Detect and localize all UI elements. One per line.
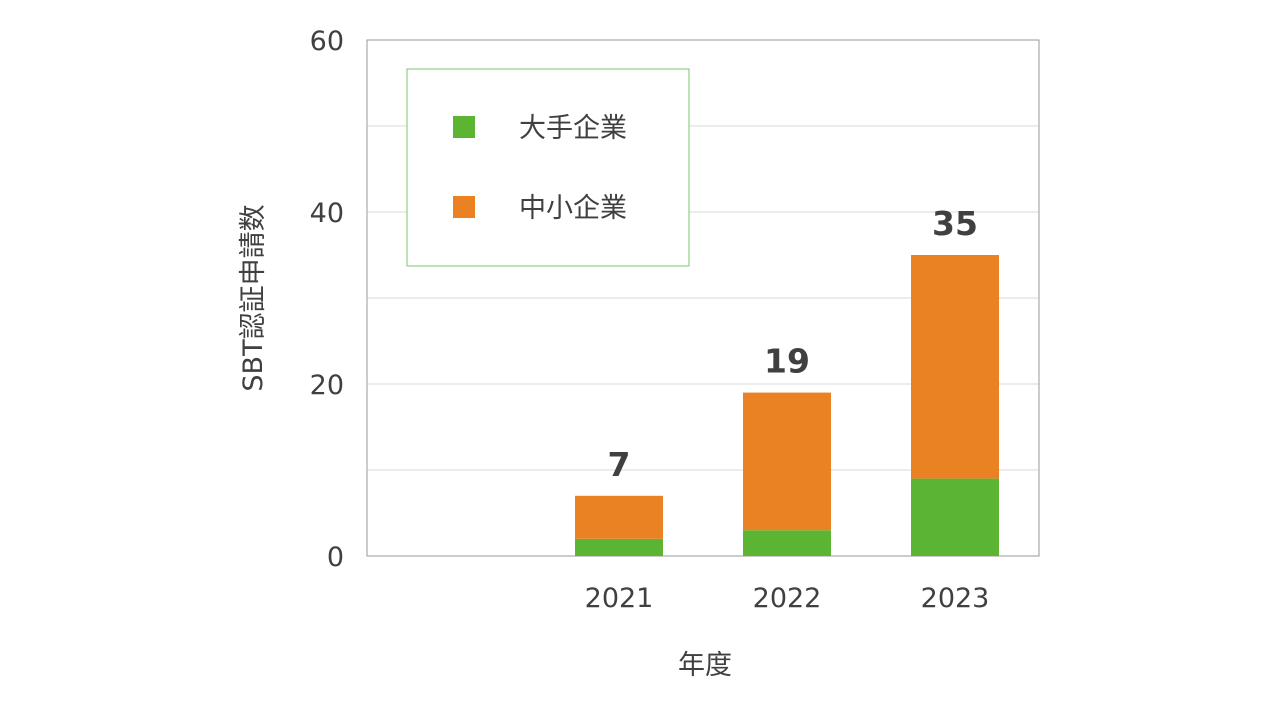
y-axis-title: SBT認証申請数 bbox=[238, 204, 269, 391]
legend-label-smes: 中小企業 bbox=[519, 193, 627, 224]
bars bbox=[575, 255, 999, 556]
legend: 大手企業 中小企業 bbox=[406, 68, 690, 267]
total-label-2021: 7 bbox=[608, 445, 631, 484]
legend-label-large-companies: 大手企業 bbox=[519, 113, 627, 144]
y-tick-label-40: 40 bbox=[310, 198, 344, 229]
total-labels: 7 19 35 bbox=[608, 204, 978, 484]
legend-swatch-smes bbox=[453, 196, 475, 218]
plot-area-frame bbox=[366, 39, 1040, 557]
x-tick-label-2023: 2023 bbox=[921, 583, 990, 614]
x-tick-label-2022: 2022 bbox=[753, 583, 822, 614]
x-axis-ticks: 2021 2022 2023 bbox=[585, 583, 990, 614]
y-axis-ticks: 0 20 40 60 bbox=[310, 26, 344, 573]
bar-2021-series-1 bbox=[575, 495, 663, 539]
total-label-2022: 19 bbox=[764, 342, 810, 381]
bar-2023-series-1 bbox=[911, 255, 999, 479]
x-axis-title: 年度 bbox=[678, 650, 732, 681]
total-label-2023: 35 bbox=[932, 204, 978, 243]
bar-2022-series-1 bbox=[743, 392, 831, 531]
y-tick-label-60: 60 bbox=[310, 26, 344, 57]
bar-2021-series-0 bbox=[575, 538, 663, 556]
legend-box bbox=[406, 68, 690, 267]
x-tick-label-2021: 2021 bbox=[585, 583, 654, 614]
legend-swatch-large-companies bbox=[453, 116, 475, 138]
y-tick-label-20: 20 bbox=[310, 370, 344, 401]
bar-2022-series-0 bbox=[743, 530, 831, 556]
bar-2023-series-0 bbox=[911, 478, 999, 556]
y-tick-label-0: 0 bbox=[327, 542, 344, 573]
